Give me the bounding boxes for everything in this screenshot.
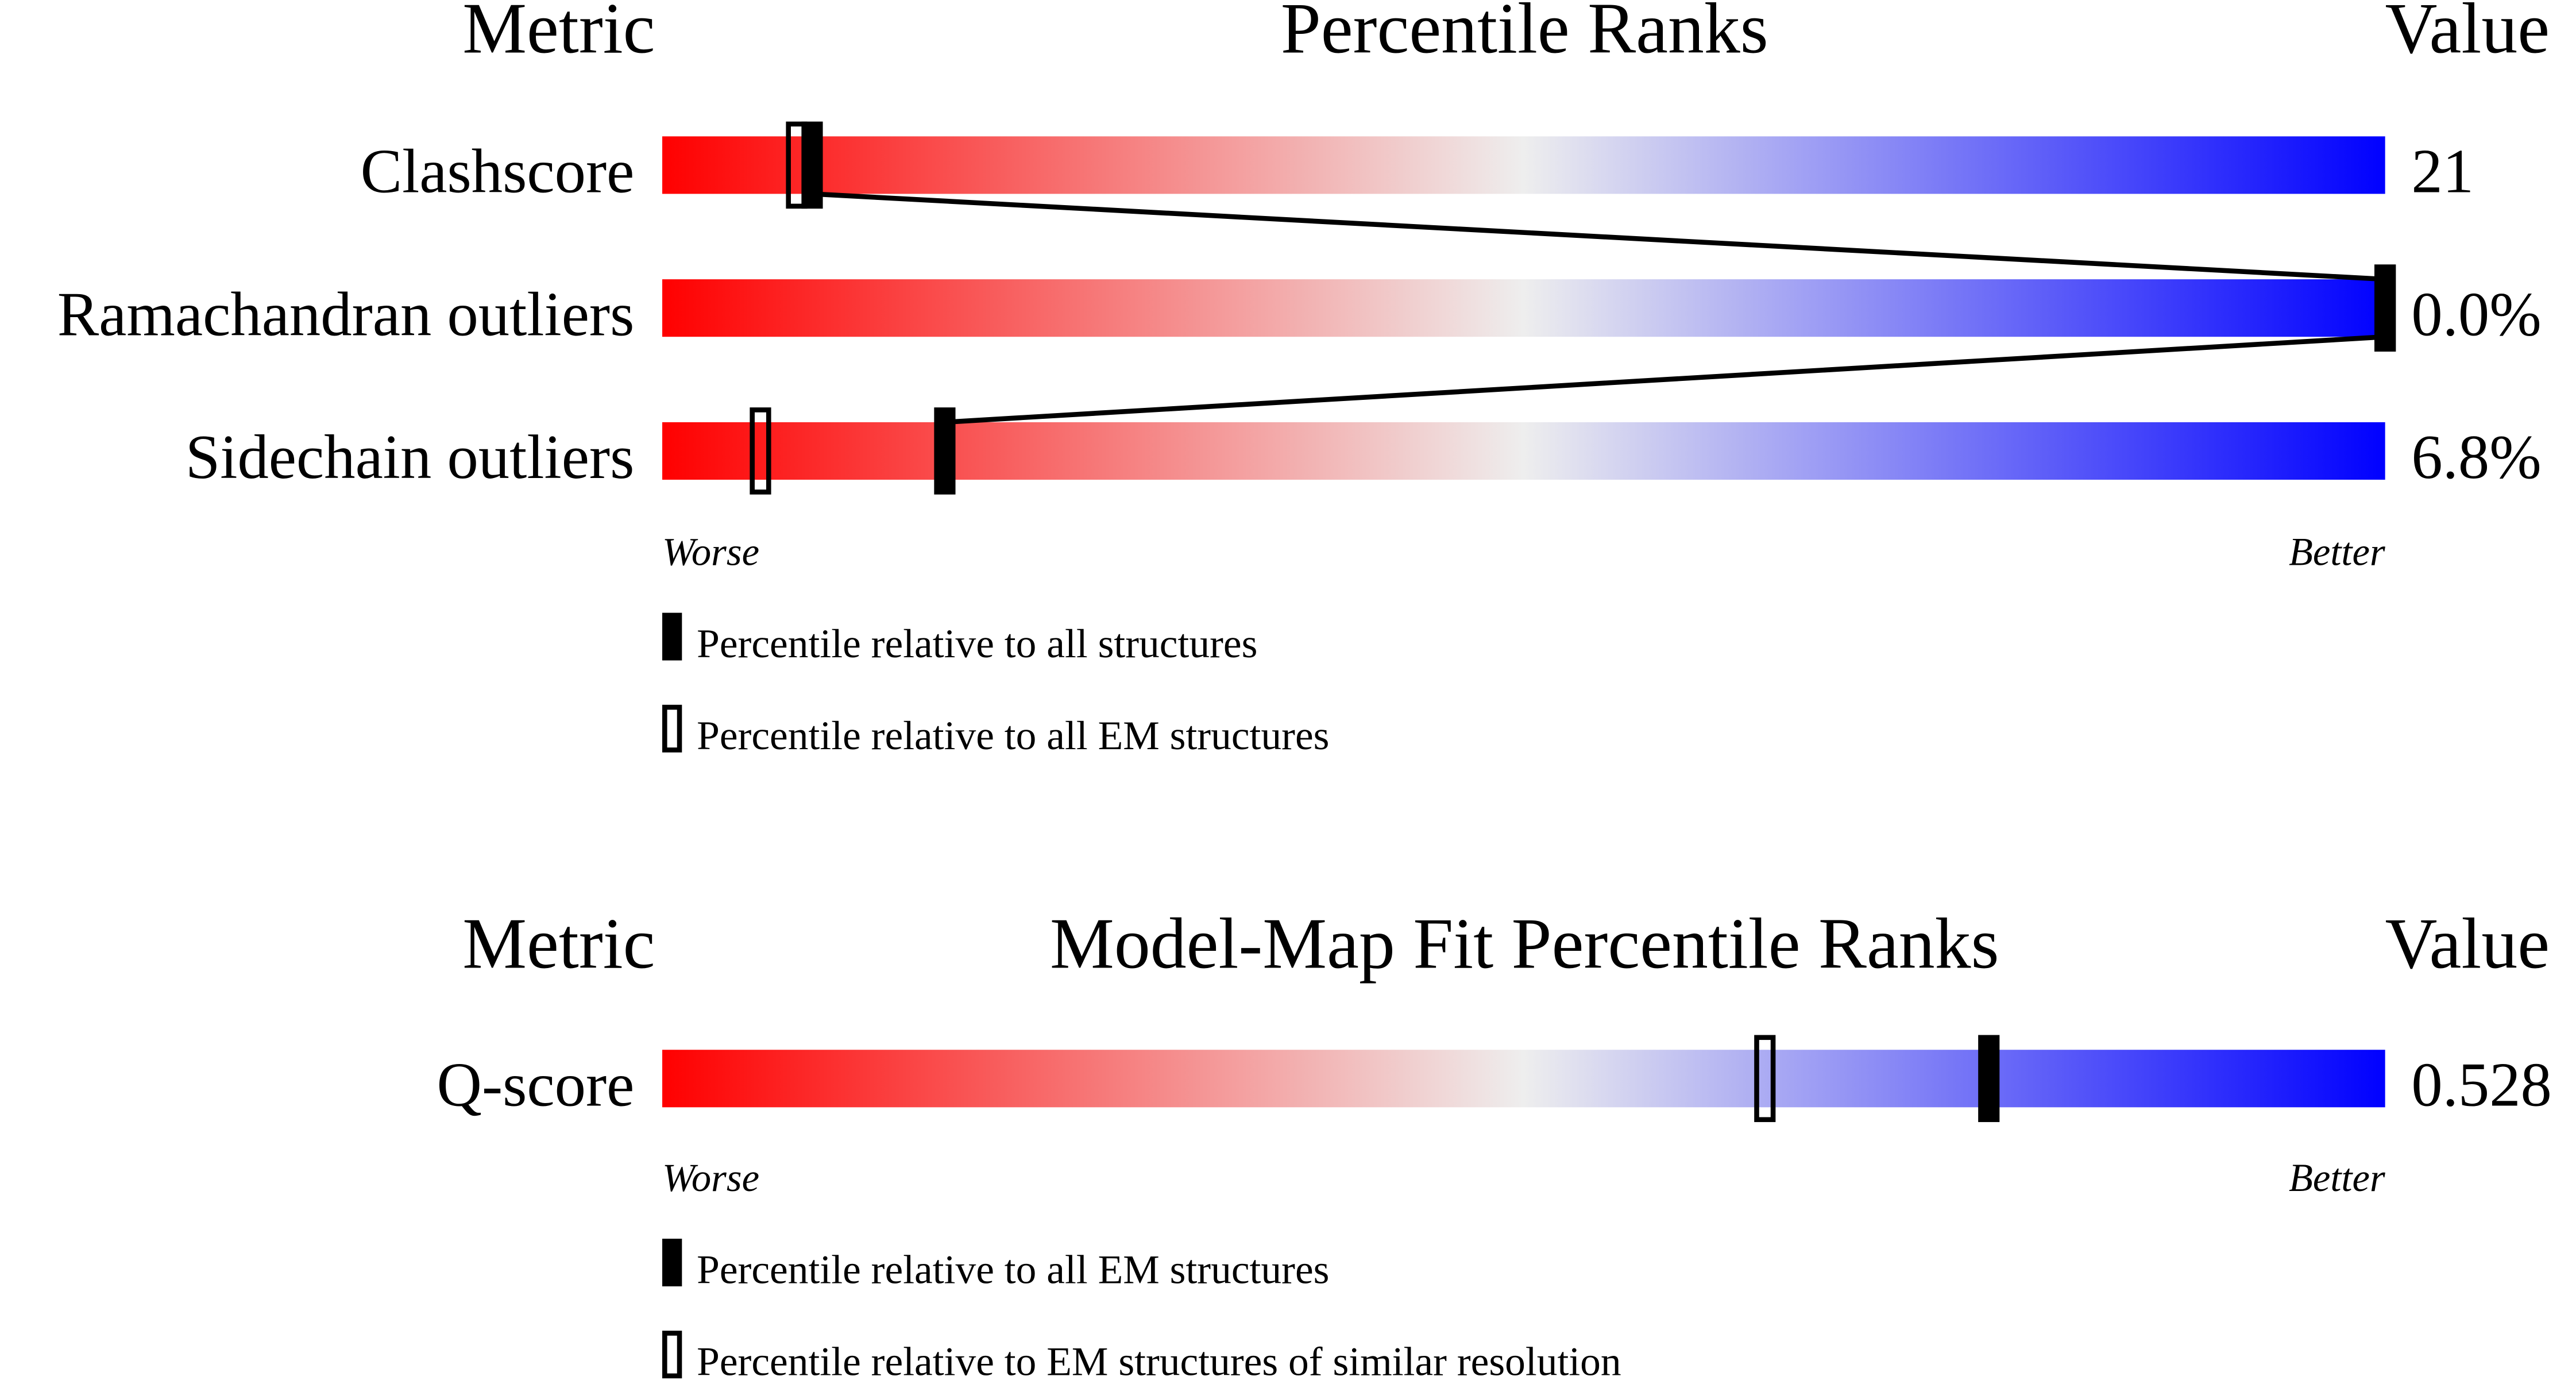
metric-label: Clashscore	[361, 137, 635, 206]
row-q-score: Q-score 0.528	[437, 1050, 2552, 1119]
percentile-bar	[662, 422, 2385, 480]
legend-filled-label: Percentile relative to all EM structures	[697, 1247, 1329, 1292]
open-percentile-marker	[1754, 1035, 1776, 1123]
metric-value: 0.0%	[2411, 279, 2541, 349]
metric-header: Metric	[462, 904, 655, 984]
legend-filled-label: Percentile relative to all structures	[697, 621, 1257, 666]
panel-model-map-fit: Metric Model-Map Fit Percentile Ranks Va…	[437, 904, 2552, 1380]
metric-label: Sidechain outliers	[186, 422, 635, 492]
markers	[1754, 1035, 2000, 1123]
panel-title: Model-Map Fit Percentile Ranks	[1050, 904, 1999, 984]
value-header: Value	[2385, 0, 2550, 69]
filled-percentile-marker	[1978, 1035, 2000, 1123]
worse-label: Worse	[662, 1156, 759, 1200]
metric-value: 21	[2411, 137, 2474, 206]
worse-label: Worse	[662, 530, 759, 574]
legend-open-marker-icon	[662, 704, 682, 753]
row-ramachandran: Ramachandran outliers 0.0%	[57, 279, 2542, 349]
value-header: Value	[2385, 904, 2550, 984]
legend-open-label: Percentile relative to all EM structures	[697, 713, 1329, 758]
percentile-bar	[662, 279, 2385, 337]
panel-title: Percentile Ranks	[1281, 0, 1768, 69]
markers	[750, 121, 2396, 495]
better-label: Better	[2289, 530, 2385, 574]
metric-label: Q-score	[437, 1050, 635, 1119]
better-label: Better	[2289, 1156, 2385, 1200]
marker-connector-line	[944, 334, 2385, 425]
legend-filled-marker-icon	[662, 612, 682, 661]
percentile-bar	[662, 1050, 2385, 1108]
row-clashscore: Clashscore 21	[361, 136, 2474, 206]
metric-header: Metric	[462, 0, 655, 69]
percentile-bar	[662, 136, 2385, 194]
metric-value: 6.8%	[2411, 422, 2541, 492]
legend-open-marker-icon	[662, 1331, 682, 1379]
metric-label: Ramachandran outliers	[57, 279, 635, 349]
legend-filled-marker-icon	[662, 1239, 682, 1287]
metric-value: 0.528	[2411, 1050, 2551, 1119]
panel-geometry-percentiles: Metric Percentile Ranks Value Clashscore…	[57, 0, 2550, 758]
marker-connector-line	[812, 191, 2385, 282]
legend-open-label: Percentile relative to EM structures of …	[697, 1339, 1621, 1380]
open-percentile-marker	[750, 407, 771, 495]
row-sidechain: Sidechain outliers 6.8%	[186, 422, 2542, 492]
